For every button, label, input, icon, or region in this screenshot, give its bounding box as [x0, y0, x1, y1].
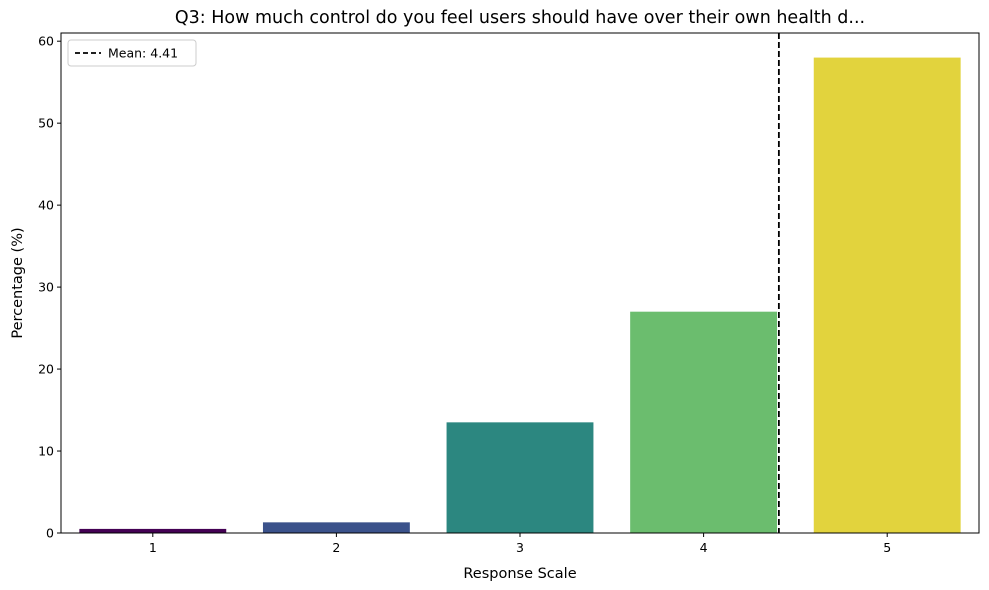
legend-label-mean: Mean: 4.41 [108, 46, 178, 61]
y-tick-label: 40 [38, 198, 54, 213]
bar-1 [79, 528, 227, 533]
bar-4 [630, 311, 778, 533]
y-tick-label: 0 [46, 526, 54, 541]
legend: Mean: 4.41 [67, 39, 197, 67]
x-tick-label: 4 [700, 540, 708, 555]
x-tick-label: 1 [149, 540, 157, 555]
x-axis-label: Response Scale [463, 566, 576, 582]
y-tick-label: 50 [38, 116, 54, 131]
y-axis-ticks: 0 10 20 30 40 50 60 [38, 34, 61, 541]
y-tick-label: 10 [38, 444, 54, 459]
chart-title: Q3: How much control do you feel users s… [175, 8, 865, 28]
y-tick-label: 30 [38, 280, 54, 295]
y-tick-label: 60 [38, 34, 54, 49]
bar-2 [262, 522, 410, 533]
x-tick-label: 5 [883, 540, 891, 555]
y-axis-label: Percentage (%) [10, 227, 26, 338]
legend-box [67, 39, 197, 67]
bar-5 [813, 57, 961, 534]
bar-3 [446, 422, 594, 533]
y-tick-label: 20 [38, 362, 54, 377]
x-tick-label: 3 [516, 540, 524, 555]
bars-group [79, 57, 961, 534]
x-axis-ticks: 1 2 3 4 5 [149, 533, 891, 555]
x-tick-label: 2 [332, 540, 340, 555]
